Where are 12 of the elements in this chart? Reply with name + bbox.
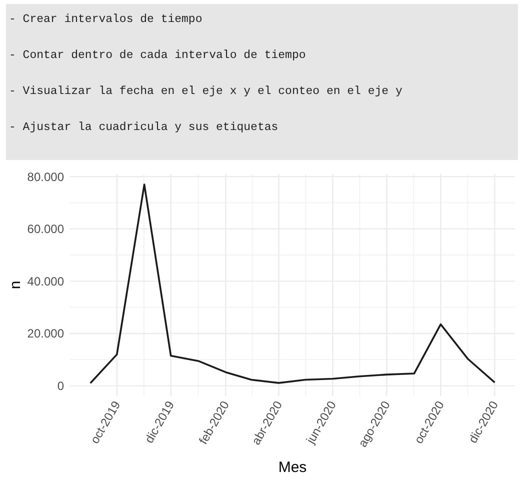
- y-tick-label: 20.000: [27, 326, 64, 341]
- y-tick-label: 60.000: [27, 222, 64, 236]
- text: - Crear intervalos de tiempo: [9, 13, 202, 26]
- line-series: [89, 184, 496, 384]
- y-tick-label: 0: [57, 379, 64, 393]
- y-tick-label: 80.000: [27, 170, 64, 184]
- text: - Contar dentro de cada intervalo de tiempo: [9, 49, 306, 62]
- text: - Visualizar la fecha en el eje x y el conteo en el eje y: [9, 85, 402, 98]
- x-axis-title: Mes: [278, 459, 307, 476]
- y-tick-label: 40.000: [27, 274, 64, 288]
- text: - Ajustar la cuadricula y sus etiquetas: [9, 121, 278, 134]
- y-axis-title: n: [7, 280, 24, 290]
